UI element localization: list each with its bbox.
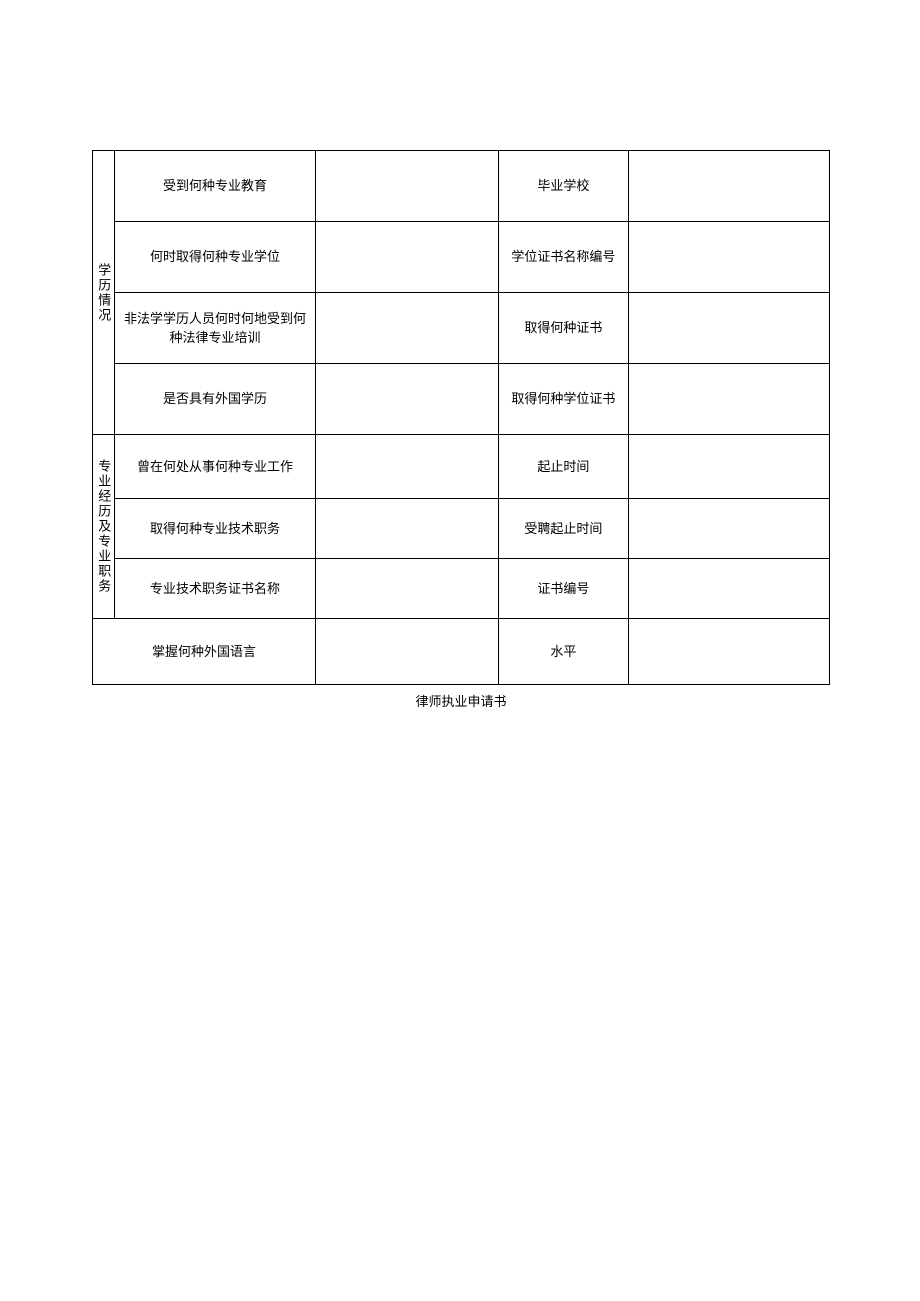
field-value xyxy=(629,293,830,364)
field-value xyxy=(629,364,830,435)
field-label: 何时取得何种专业学位 xyxy=(115,222,316,293)
field-label: 受到何种专业教育 xyxy=(115,151,316,222)
field-label: 证书编号 xyxy=(498,559,629,619)
field-value xyxy=(315,364,498,435)
field-label: 是否具有外国学历 xyxy=(115,364,316,435)
field-value xyxy=(629,559,830,619)
table-row: 学历情况 受到何种专业教育 毕业学校 xyxy=(93,151,830,222)
field-label: 受聘起止时间 xyxy=(498,499,629,559)
field-label: 起止时间 xyxy=(498,435,629,499)
table-row: 非法学学历人员何时何地受到何种法律专业培训 取得何种证书 xyxy=(93,293,830,364)
field-value xyxy=(315,619,498,685)
table-row: 专业经历及专业职务 曾在何处从事何种专业工作 起止时间 xyxy=(93,435,830,499)
field-value xyxy=(629,222,830,293)
field-value xyxy=(315,435,498,499)
field-label: 水平 xyxy=(498,619,629,685)
field-label: 取得何种专业技术职务 xyxy=(115,499,316,559)
field-value xyxy=(315,293,498,364)
table-row: 是否具有外国学历 取得何种学位证书 xyxy=(93,364,830,435)
field-label: 学位证书名称编号 xyxy=(498,222,629,293)
section-label-experience: 专业经历及专业职务 xyxy=(93,435,115,619)
table-caption: 律师执业申请书 xyxy=(92,691,830,710)
page-container: 学历情况 受到何种专业教育 毕业学校 何时取得何种专业学位 学位证书名称编号 非… xyxy=(0,0,920,710)
field-label: 非法学学历人员何时何地受到何种法律专业培训 xyxy=(115,293,316,364)
field-value xyxy=(315,499,498,559)
field-value xyxy=(629,151,830,222)
field-label: 取得何种学位证书 xyxy=(498,364,629,435)
field-value xyxy=(629,499,830,559)
application-form-table: 学历情况 受到何种专业教育 毕业学校 何时取得何种专业学位 学位证书名称编号 非… xyxy=(92,150,830,685)
field-value xyxy=(315,222,498,293)
field-value xyxy=(629,619,830,685)
table-row: 掌握何种外国语言 水平 xyxy=(93,619,830,685)
field-label: 专业技术职务证书名称 xyxy=(115,559,316,619)
table-row: 取得何种专业技术职务 受聘起止时间 xyxy=(93,499,830,559)
table-row: 何时取得何种专业学位 学位证书名称编号 xyxy=(93,222,830,293)
field-label: 取得何种证书 xyxy=(498,293,629,364)
field-value xyxy=(315,559,498,619)
field-value xyxy=(315,151,498,222)
field-label: 掌握何种外国语言 xyxy=(93,619,316,685)
section-label-education: 学历情况 xyxy=(93,151,115,435)
field-value xyxy=(629,435,830,499)
field-label: 毕业学校 xyxy=(498,151,629,222)
field-label: 曾在何处从事何种专业工作 xyxy=(115,435,316,499)
table-row: 专业技术职务证书名称 证书编号 xyxy=(93,559,830,619)
